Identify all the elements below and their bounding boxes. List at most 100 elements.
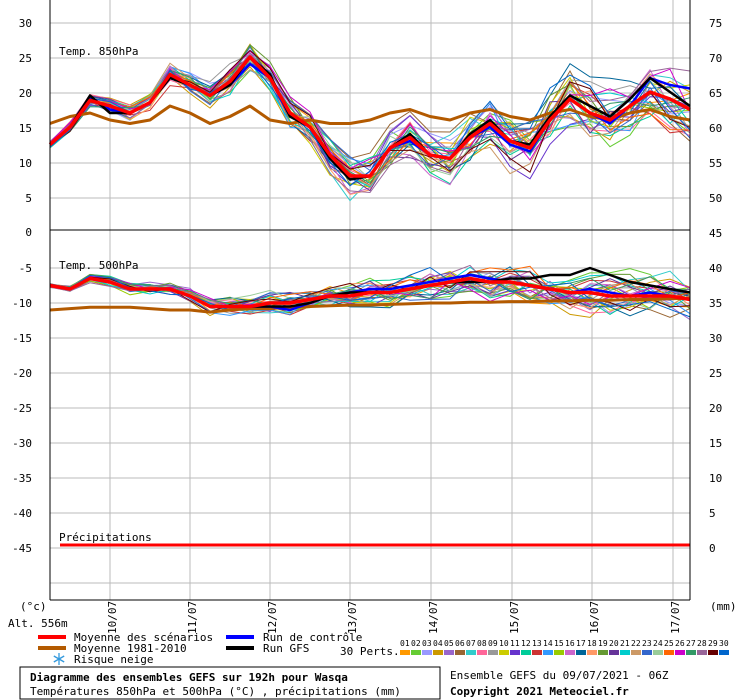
x-tick-label: 11/07 [186, 601, 199, 634]
y-tick-label-right: 75 [709, 17, 722, 30]
y-tick-label-left: 0 [25, 226, 32, 239]
series-line-500-1 [49, 296, 691, 314]
x-tick-label: 13/07 [346, 601, 359, 634]
title-line-2: Températures 850hPa et 500hPa (°C) , pré… [30, 685, 401, 698]
y-tick-label-right: 10 [709, 472, 722, 485]
y-tick-label-right: 15 [709, 437, 722, 450]
pert-label: 03 [422, 639, 432, 648]
x-tick-label: 15/07 [508, 601, 521, 634]
perts-label: 30 Perts. [340, 645, 400, 658]
pert-swatch [609, 650, 619, 655]
pert-label: 23 [642, 639, 652, 648]
pert-swatch [422, 650, 432, 655]
legend: Moyenne des scénarios Moyenne 1981-2010 … [38, 631, 400, 666]
y-tick-label-left: -25 [12, 402, 32, 415]
y-tick-label-right: 30 [709, 332, 722, 345]
pert-swatch [532, 650, 542, 655]
pert-label: 18 [587, 639, 597, 648]
y-tick-label-left: -45 [12, 542, 32, 555]
x-tick-label: 14/07 [427, 601, 440, 634]
ensemble-member-850 [49, 58, 691, 180]
pert-swatch [653, 650, 663, 655]
pert-swatch [719, 650, 729, 655]
y-tick-label-left: -30 [12, 437, 32, 450]
main-series-layer [48, 55, 691, 547]
pert-swatch [708, 650, 718, 655]
left-unit-label: (°c) [20, 600, 47, 613]
pert-label: 01 [400, 639, 410, 648]
altitude-label: Alt. 556m [8, 617, 68, 630]
pert-swatch [455, 650, 465, 655]
pert-swatch [411, 650, 421, 655]
pert-swatch [510, 650, 520, 655]
pert-swatch [587, 650, 597, 655]
legend-label-climate: Moyenne 1981-2010 [74, 642, 187, 655]
panel-title-850: Temp. 850hPa [59, 45, 138, 58]
pert-swatch [477, 650, 487, 655]
pert-label: 20 [609, 639, 619, 648]
pert-swatch [499, 650, 509, 655]
pert-swatch [576, 650, 586, 655]
pert-label: 10 [499, 639, 509, 648]
y-tick-label-right: 5 [709, 507, 716, 520]
axis-labels-layer: 10/07 11/07 12/07 13/07 14/07 15/07 16/07 17/07… [12, 17, 722, 634]
title-box [19, 666, 441, 700]
pert-swatch [675, 650, 685, 655]
pert-label: 22 [631, 639, 641, 648]
pert-swatch [433, 650, 443, 655]
legend-label-gfs: Run GFS [263, 642, 309, 655]
y-tick-label-left: 5 [25, 192, 32, 205]
pert-label: 11 [510, 639, 520, 648]
pert-label: 09 [488, 639, 498, 648]
title-line-1: Diagramme des ensembles GEFS sur 192h po… [30, 671, 348, 684]
pert-swatch [697, 650, 707, 655]
series-line-500-0 [49, 276, 691, 309]
y-tick-label-left: -20 [12, 367, 32, 380]
pert-label: 06 [455, 639, 465, 648]
y-tick-label-right: 45 [709, 227, 722, 240]
pert-label: 25 [664, 639, 674, 648]
x-tick-label: 17/07 [669, 601, 682, 634]
pert-swatch [664, 650, 674, 655]
run-info: Ensemble GEFS du 09/07/2021 - 06Z [450, 669, 669, 682]
x-tick-label: 12/07 [266, 601, 279, 634]
snowflake-icon [53, 653, 65, 665]
x-tick-label: 10/07 [106, 601, 119, 634]
legend-label-snow: Risque neige [74, 653, 153, 666]
y-tick-label-left: -40 [12, 507, 32, 520]
pert-label: 17 [576, 639, 586, 648]
pert-swatch [620, 650, 630, 655]
y-tick-label-left: 20 [19, 87, 32, 100]
right-unit-label: (mm) [710, 600, 737, 613]
copyright: Copyright 2021 Meteociel.fr [450, 685, 629, 698]
pert-swatch [466, 650, 476, 655]
pert-label: 27 [686, 639, 696, 648]
pert-swatch [543, 650, 553, 655]
pert-label: 15 [554, 639, 564, 648]
pert-label: 08 [477, 639, 487, 648]
pert-label: 12 [521, 639, 531, 648]
ensemble-member-500 [49, 276, 691, 314]
panel-title-500: Temp. 500hPa [59, 259, 138, 272]
y-tick-label-left: 30 [19, 17, 32, 30]
y-tick-label-right: 25 [709, 367, 722, 380]
pert-label: 04 [433, 639, 443, 648]
pert-label: 07 [466, 639, 476, 648]
y-tick-label-left: -15 [12, 332, 32, 345]
x-tick-label: 16/07 [588, 601, 601, 634]
ensemble-member-850 [49, 61, 691, 188]
pert-label: 02 [411, 639, 421, 648]
pert-label: 14 [543, 639, 553, 648]
series-line-850-0 [48, 55, 691, 178]
y-tick-label-right: 60 [709, 122, 722, 135]
series-line-850-1 [49, 104, 691, 125]
y-tick-label-left: 25 [19, 52, 32, 65]
pert-swatch [488, 650, 498, 655]
y-tick-label-right: 35 [709, 297, 722, 310]
ensemble-member-850 [49, 54, 691, 195]
legend-label-mean: Moyenne des scénarios [74, 631, 213, 644]
pert-swatch [554, 650, 564, 655]
pert-label: 19 [598, 639, 608, 648]
y-tick-label-right: 55 [709, 157, 722, 170]
